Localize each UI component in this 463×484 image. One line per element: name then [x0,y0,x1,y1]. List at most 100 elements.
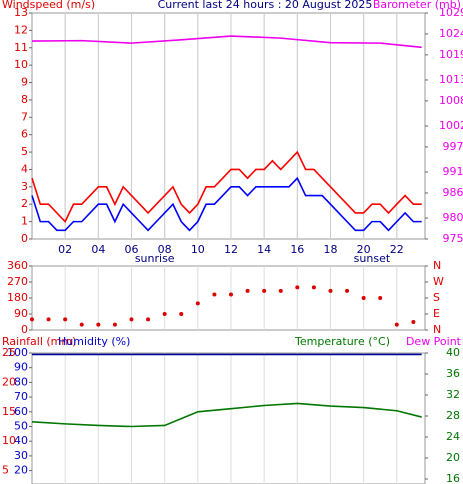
y-tick-label: 3 [21,180,28,193]
y-tick-label: 40 [14,434,28,447]
annotation: sunset [354,252,391,265]
x-tick-label: 12 [224,243,238,256]
x-tick-label: 10 [191,243,205,256]
y2-tick-label: 1024 [439,27,463,40]
y2-tick-label: 20 [446,451,460,464]
rain-tick-label: 25 [2,346,16,359]
direction-point [63,317,68,322]
y2-tick-label: 32 [446,388,460,401]
direction-point [394,322,399,327]
series-line [31,402,422,428]
y-tick-label: 11 [14,41,28,54]
y2-tick-label: 1019 [439,48,463,61]
y-tick-label: 60 [14,405,28,418]
dewpoint-title: Dew Point [406,335,462,348]
rain-axis-title: Rainfall (mm) [2,335,76,348]
direction-point [311,285,316,290]
direction-point [79,322,84,327]
direction-point [162,312,167,316]
y2-tick-label: 1029 [439,6,463,19]
direction-point [378,296,383,300]
direction-point [46,317,51,322]
y2-tick-label: 980 [443,211,463,224]
direction-point [278,288,283,293]
y2-tick-label: 28 [446,409,460,422]
direction-point [195,301,200,306]
y-tick-label: 8 [21,93,28,106]
y2-tick-label: N [433,259,441,272]
y-tick-label: 90 [14,307,28,320]
series-line [31,150,422,224]
chart-title: Current last 24 hours : 20 August 2025 [158,0,373,11]
rain-tick-label: 15 [2,405,16,418]
y-tick-label: 180 [7,291,28,304]
direction-point [245,288,250,293]
y-tick-label: 30 [14,449,28,462]
series-line [31,35,422,49]
y2-tick-label: 16 [446,472,460,484]
y-tick-label: 0 [21,232,28,245]
plot-area [31,12,426,240]
direction-point [361,296,366,300]
y-tick-label: 90 [14,361,28,374]
y2-tick-label: 1002 [439,119,463,132]
y2-tick-label: 24 [446,430,460,443]
y-tick-label: 4 [21,162,28,175]
x-tick-label: 08 [158,243,172,256]
rain-tick-label: 20 [2,375,16,388]
y2-tick-label: 975 [443,232,463,245]
direction-point [129,317,134,322]
y2-tick-label: 36 [446,367,460,380]
x-tick-label: 18 [323,243,337,256]
x-tick-label: 14 [257,243,271,256]
y2-tick-label: 40 [446,346,460,359]
y-tick-label: 13 [14,6,28,19]
annotation: sunrise [135,252,175,265]
y-tick-label: 70 [14,390,28,403]
baro-axis-title: Barometer (mb) [373,0,461,11]
series-line [31,176,422,232]
humidity-axis-title: Humidity (%) [58,335,130,348]
x-tick-label: 22 [390,243,404,256]
y-tick-label: 360 [7,259,28,272]
x-tick-label: 04 [91,243,105,256]
temp-axis-title: Temperature (°C) [294,335,390,348]
direction-point [262,288,267,293]
direction-point [328,288,333,293]
y-tick-label: 1 [21,215,28,228]
y-tick-label: 2 [21,197,28,210]
direction-point [96,322,101,327]
y-tick-label: 7 [21,110,28,123]
direction-point [411,320,416,324]
direction-point [146,317,151,322]
y-tick-label: 270 [7,275,28,288]
direction-point [30,317,34,322]
y-tick-label: 5 [21,145,28,158]
x-tick-label: 06 [124,243,138,256]
y-tick-label: 9 [21,76,28,89]
y2-tick-label: 997 [443,140,463,153]
y2-tick-label: 986 [443,186,463,199]
direction-point [112,322,117,327]
plot-area [31,352,426,484]
y-tick-label: 0 [21,323,28,336]
y2-tick-label: E [433,307,440,320]
direction-point [228,292,233,297]
plot-area [31,265,426,331]
x-tick-label: 20 [357,243,371,256]
rain-tick-label: 5 [2,464,9,477]
y-tick-label: 80 [14,375,28,388]
y-tick-label: 20 [14,464,28,477]
y-tick-label: 100 [7,346,28,359]
direction-point [179,312,184,316]
y-tick-label: 12 [14,23,28,36]
y-tick-label: 6 [21,128,28,141]
y2-tick-label: 1013 [439,73,463,86]
rain-tick-label: 10 [2,434,16,447]
y2-tick-label: 1008 [439,94,463,107]
wind-axis-title: Windspeed (m/s) [2,0,95,11]
y2-tick-label: N [433,323,441,336]
x-tick-label: 16 [290,243,304,256]
direction-point [295,285,300,290]
